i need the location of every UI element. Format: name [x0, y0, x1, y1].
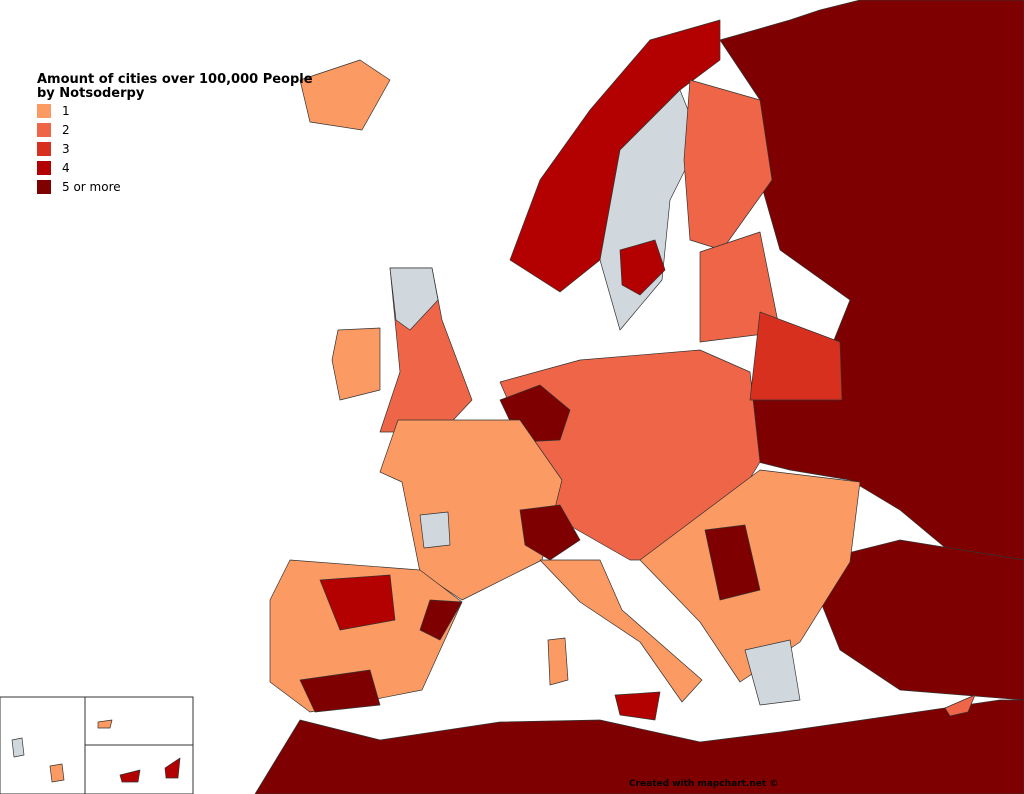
legend-label: 2 — [62, 122, 70, 137]
region — [319, 574, 396, 631]
region — [419, 511, 451, 549]
region — [539, 559, 703, 703]
legend-items: 1 2 3 4 5 or more — [37, 101, 327, 196]
region — [519, 504, 581, 561]
region — [254, 699, 1024, 794]
region — [379, 419, 563, 601]
region — [683, 79, 773, 251]
legend-item: 3 — [37, 139, 327, 158]
legend-item: 2 — [37, 120, 327, 139]
region — [749, 311, 843, 401]
legend-label: 3 — [62, 141, 70, 156]
region — [704, 524, 761, 601]
region — [49, 763, 65, 783]
region — [331, 327, 381, 401]
region — [944, 694, 976, 717]
region — [97, 719, 113, 729]
legend-item: 5 or more — [37, 177, 327, 196]
legend-swatch — [37, 122, 51, 137]
legend-item: 4 — [37, 158, 327, 177]
region — [619, 239, 666, 296]
region — [547, 637, 569, 686]
legend-label: 5 or more — [62, 179, 121, 194]
region — [11, 737, 25, 758]
legend-swatch — [37, 179, 51, 194]
region — [299, 669, 381, 713]
legend-swatch — [37, 141, 51, 156]
legend-label: 4 — [62, 160, 70, 175]
region — [164, 757, 181, 779]
region — [389, 267, 439, 331]
legend-swatch — [37, 103, 51, 118]
legend: Amount of cities over 100,000 People by … — [37, 73, 327, 196]
region — [299, 59, 391, 131]
region — [509, 19, 721, 293]
region — [419, 599, 463, 641]
legend-swatch — [37, 160, 51, 175]
legend-label: 1 — [62, 103, 70, 118]
region — [119, 769, 141, 783]
footer: Created with mapchart.net © — [629, 779, 779, 789]
region — [614, 691, 661, 721]
legend-title: Amount of cities over 100,000 People by … — [37, 72, 313, 101]
legend-item: 1 — [37, 101, 327, 120]
region — [744, 639, 801, 706]
region — [819, 539, 1024, 701]
region — [499, 349, 761, 561]
